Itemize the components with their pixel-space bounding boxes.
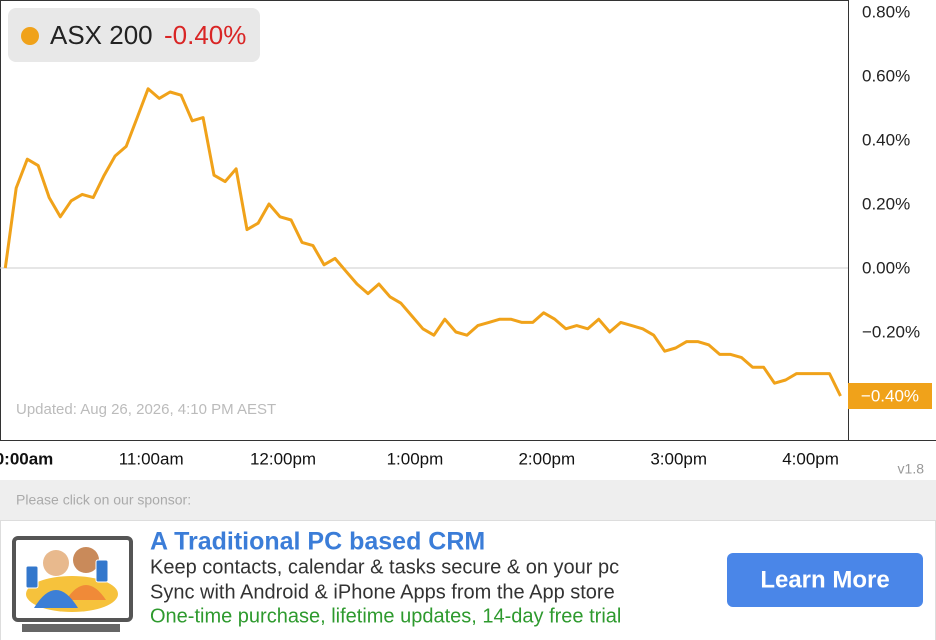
x-tick-label: 1:00pm [387, 449, 444, 468]
y-tick-label: 0.80% [862, 2, 910, 21]
sponsor-prompt: Please click on our sponsor: [16, 492, 191, 508]
y-tick-label: 0.00% [862, 258, 910, 277]
x-tick-label: 2:00pm [518, 449, 575, 468]
y-tick-label: −0.20% [862, 322, 920, 341]
learn-more-label[interactable]: Learn More [760, 566, 889, 593]
x-tick-label: 12:00pm [250, 449, 316, 468]
updated-note: Updated: Aug 26, 2026, 4:10 PM AEST [16, 401, 276, 418]
x-tick-label: 3:00pm [650, 449, 707, 468]
ad-highlight: One-time purchase, lifetime updates, 14-… [150, 605, 621, 627]
x-tick-label: 10:00am [0, 449, 53, 468]
ad-icon [12, 536, 133, 632]
data-line [3, 87, 842, 397]
legend-dot [21, 27, 39, 45]
version: v1.8 [898, 461, 925, 477]
last-value-box [848, 383, 932, 409]
ad-line: Keep contacts, calendar & tasks secure &… [150, 556, 619, 578]
legend-box [8, 8, 260, 62]
change-label: -0.40% [164, 20, 246, 50]
x-tick-label: 11:00am [119, 449, 184, 468]
ad-line: Sync with Android & iPhone Apps from the… [150, 581, 615, 603]
y-tick-label: 0.40% [862, 130, 910, 149]
ad-title[interactable]: A Traditional PC based CRM [150, 528, 485, 556]
y-tick-label: 0.60% [862, 66, 910, 85]
x-tick-label: 4:00pm [782, 449, 839, 468]
last-value-label: −0.40% [861, 386, 919, 405]
learn-more-button[interactable] [727, 553, 923, 607]
plot-frame [0, 0, 849, 441]
y-tick-label: 0.20% [862, 194, 910, 213]
legend-label: ASX 200 [50, 20, 153, 50]
